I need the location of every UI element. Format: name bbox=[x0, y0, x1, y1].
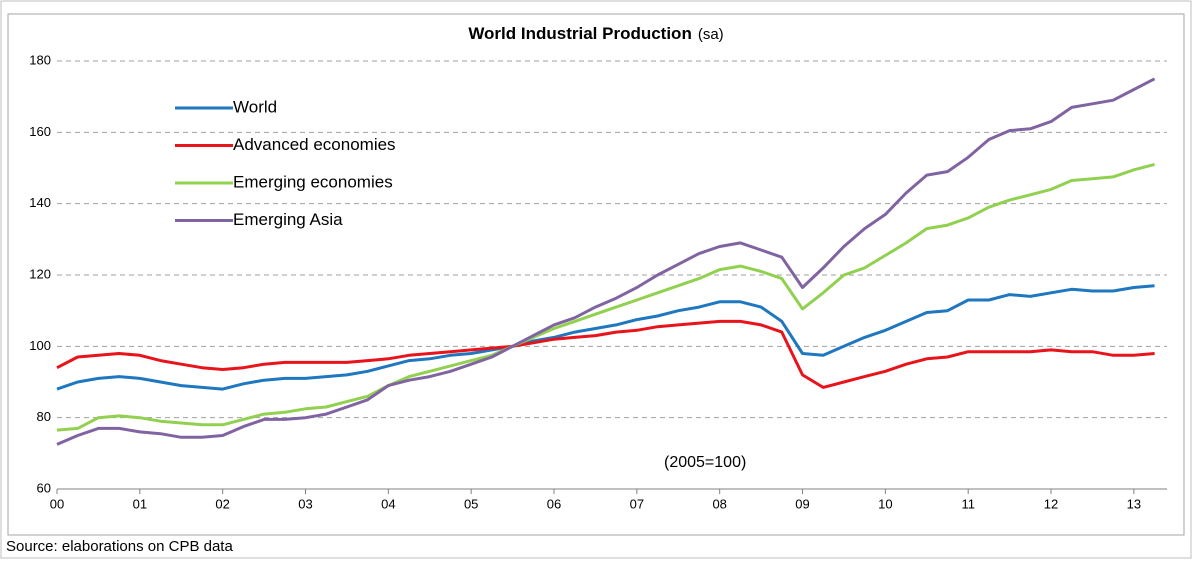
y-tick-label: 120 bbox=[29, 266, 51, 281]
x-tick-label: 10 bbox=[878, 496, 892, 511]
y-tick-label: 80 bbox=[37, 409, 51, 424]
series-line bbox=[56, 319, 1155, 389]
x-tick-label: 00 bbox=[50, 496, 64, 511]
x-tick-label: 02 bbox=[215, 496, 229, 511]
x-tick-label: 03 bbox=[298, 496, 312, 511]
series-line bbox=[56, 77, 1156, 446]
x-tick-label: 12 bbox=[1044, 496, 1058, 511]
x-tick-label: 09 bbox=[795, 496, 809, 511]
x-tick-label: 01 bbox=[133, 496, 147, 511]
x-tick-label: 07 bbox=[630, 496, 644, 511]
series-line bbox=[56, 284, 1155, 391]
x-tick-label: 06 bbox=[547, 496, 561, 511]
series-line bbox=[56, 162, 1155, 432]
legend-label: Advanced economies bbox=[233, 135, 396, 154]
legend-label: World bbox=[233, 97, 277, 116]
y-tick-label: 180 bbox=[29, 52, 51, 67]
chart-title: World Industrial Production bbox=[468, 24, 692, 43]
y-tick-label: 160 bbox=[29, 124, 51, 139]
source: Source: elaborations on CPB data bbox=[6, 538, 233, 555]
chart-subtitle: (sa) bbox=[698, 26, 724, 43]
y-tick-label: 60 bbox=[37, 480, 51, 495]
chart-frame bbox=[7, 13, 1185, 536]
annotation: (2005=100) bbox=[664, 454, 746, 471]
x-tick-label: 04 bbox=[381, 496, 395, 511]
x-tick-label: 11 bbox=[961, 496, 975, 511]
x-tick-label: 08 bbox=[712, 496, 726, 511]
x-tick-label: 05 bbox=[464, 496, 478, 511]
y-tick-label: 140 bbox=[29, 195, 51, 210]
y-tick-label: 100 bbox=[29, 338, 51, 353]
legend-label: Emerging economies bbox=[233, 172, 393, 191]
x-tick-label: 13 bbox=[1127, 496, 1141, 511]
title-group: World Industrial Production (sa) bbox=[468, 24, 723, 43]
legend-label: Emerging Asia bbox=[233, 210, 343, 229]
